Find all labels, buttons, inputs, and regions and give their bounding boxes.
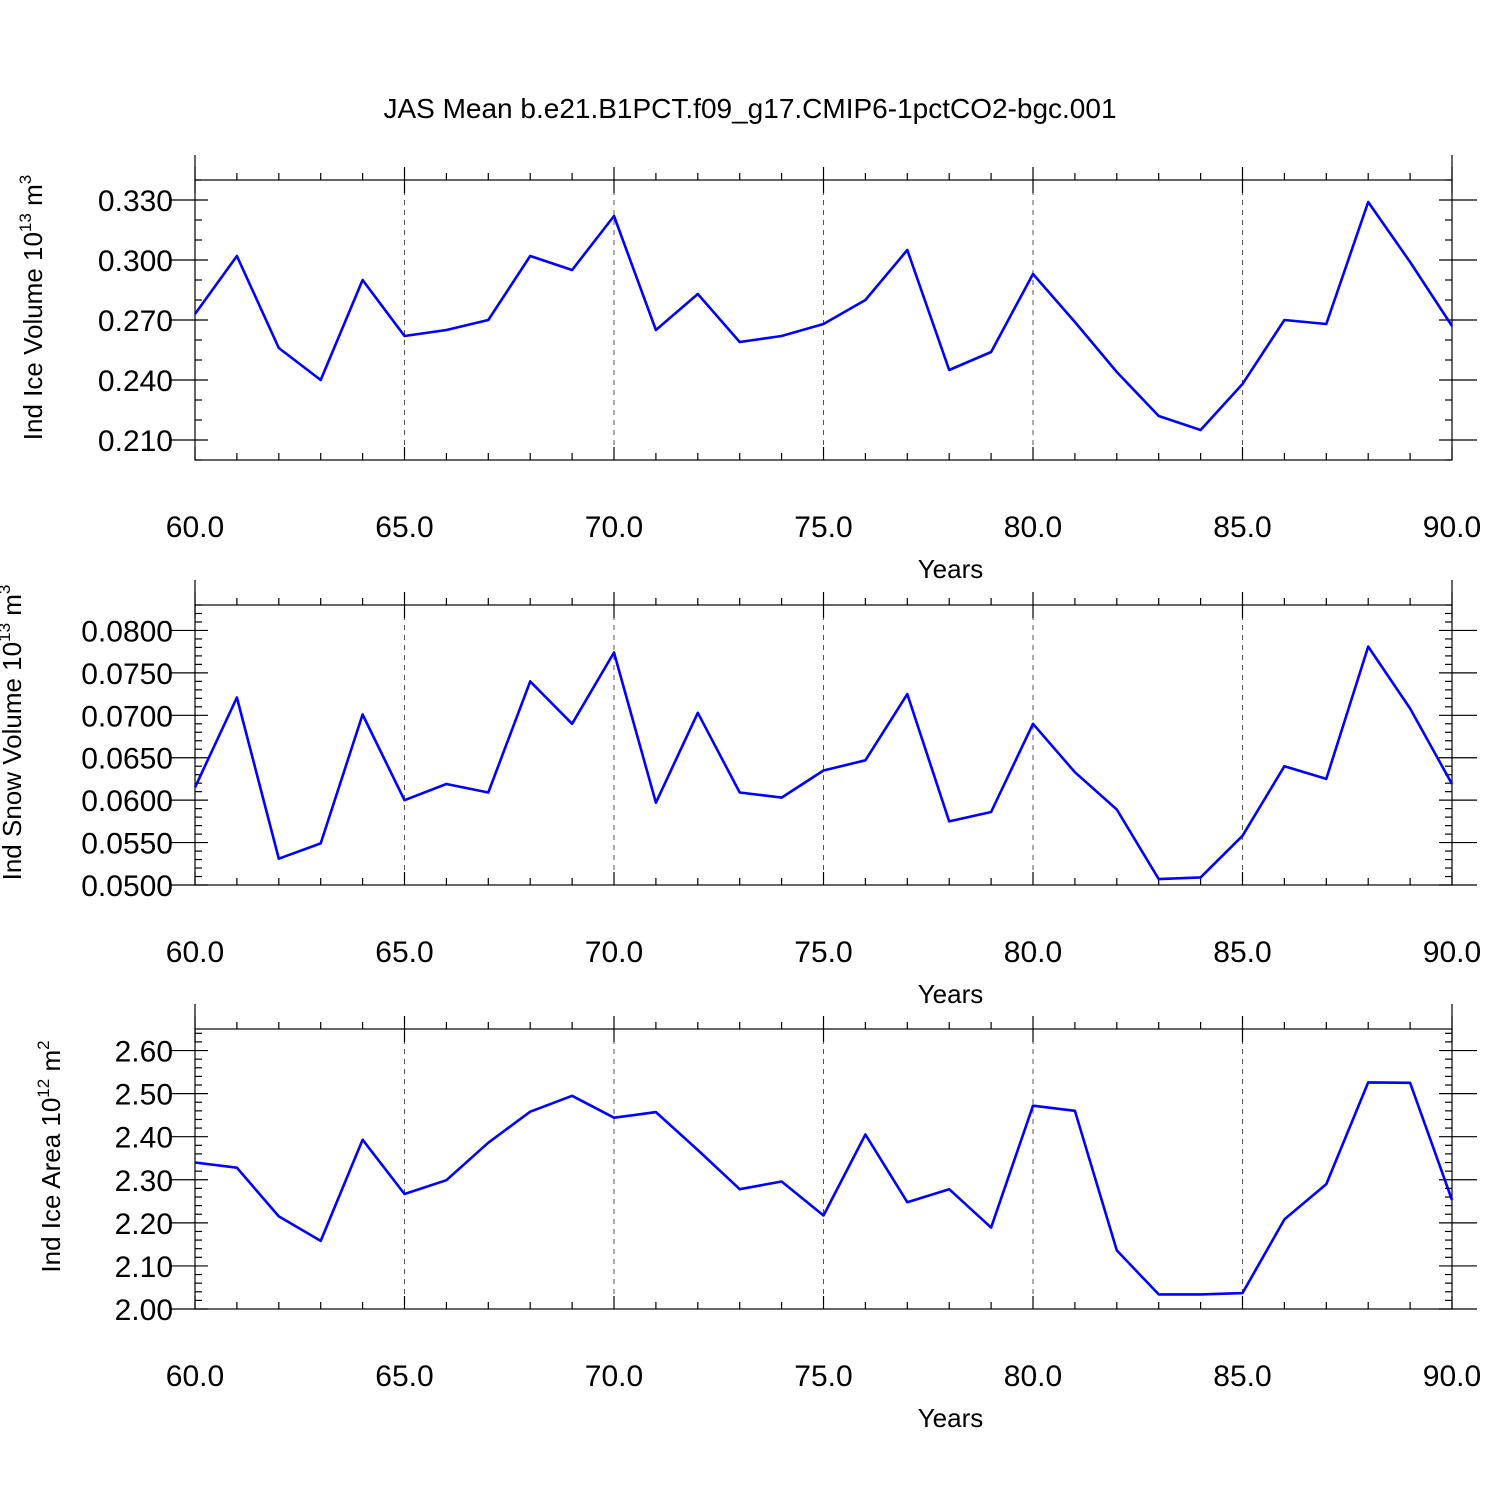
chart-0-xlabel: Years [918, 554, 984, 584]
chart-2-xtick-label-1: 65.0 [375, 1360, 433, 1393]
chart-0-ylabel-text: Ind Ice Volume 10 [18, 232, 48, 440]
chart-1-ytick-label-4: 0.0700 [81, 700, 173, 733]
chart-1-ytick-label-5: 0.0750 [81, 658, 173, 691]
chart-2-ylabel: Ind Ice Area 1012 m2 [34, 1040, 66, 1272]
chart-2-xtick-label-6: 90.0 [1423, 1360, 1481, 1393]
chart-0-ytick-label-0: 0.210 [98, 425, 173, 458]
chart-1-ylabel-unit: m [0, 594, 27, 623]
chart-2-ytick-label-2: 2.20 [115, 1208, 173, 1241]
chart-1-xtick-label-4: 80.0 [1004, 936, 1062, 969]
chart-2-ytick-label-6: 2.60 [115, 1036, 173, 1069]
chart-1-ylabel-unit-exp: 3 [0, 585, 14, 594]
chart-0-xtick-label-2: 70.0 [585, 511, 643, 544]
chart-0-ytick-label-2: 0.270 [98, 305, 173, 338]
panel-snow-volume: 60.0 65.0 70.0 75.0 80.0 85.0 90.0 0.0500 0.0550… [0, 580, 1481, 1009]
chart-0-ylabel-unit-exp: 3 [16, 175, 35, 184]
chart-0-ytick-label-1: 0.240 [98, 365, 173, 398]
chart-0-ylabel-unit: m [18, 184, 48, 213]
chart-2-ytick-label-3: 2.30 [115, 1165, 173, 1198]
chart-1-xtick-label-1: 65.0 [375, 936, 433, 969]
chart-1-ytick-label-6: 0.0800 [81, 615, 173, 648]
chart-1-ytick-label-3: 0.0650 [81, 743, 173, 776]
panel-ice-area: 60.0 65.0 70.0 75.0 80.0 85.0 90.0 2.00 2.10 2.20… [34, 1004, 1481, 1433]
chart-1-ylabel-text: Ind Snow Volume 10 [0, 642, 27, 881]
panel-ice-volume: 60.0 65.0 70.0 75.0 80.0 85.0 90.0 0.210 0.240 0.… [16, 155, 1481, 584]
figure-title: JAS Mean b.e21.B1PCT.f09_g17.CMIP6-1pctC… [383, 93, 1116, 124]
chart-1-xtick-label-5: 85.0 [1213, 936, 1271, 969]
chart-1-ytick-label-2: 0.0600 [81, 785, 173, 818]
chart-1-xtick-label-6: 90.0 [1423, 936, 1481, 969]
chart-2-ylabel-unit: m [36, 1050, 66, 1079]
chart-0-xtick-label-3: 75.0 [794, 511, 852, 544]
chart-0-series-line-0 [193, 200, 1454, 432]
chart-2-ytick-label-5: 2.50 [115, 1079, 173, 1112]
chart-2-xlabel: Years [918, 1403, 984, 1433]
chart-1-xtick-label-2: 70.0 [585, 936, 643, 969]
chart-1-ytick-label-0: 0.0500 [81, 870, 173, 903]
chart-0-ytick-label-4: 0.330 [98, 185, 173, 218]
chart-2-ylabel-exp: 12 [34, 1079, 53, 1098]
chart-2-ylabel-unit-exp: 2 [34, 1040, 53, 1049]
chart-2-ytick-label-4: 2.40 [115, 1122, 173, 1155]
chart-2-ytick-label-1: 2.10 [115, 1251, 173, 1284]
chart-2-xtick-label-4: 80.0 [1004, 1360, 1062, 1393]
chart-2-xtick-label-2: 70.0 [585, 1360, 643, 1393]
chart-2-ytick-label-0: 2.00 [115, 1294, 173, 1327]
chart-1-xtick-label-0: 60.0 [166, 936, 224, 969]
chart-1-xtick-label-3: 75.0 [794, 936, 852, 969]
chart-0-xtick-label-5: 85.0 [1213, 511, 1271, 544]
chart-0-xtick-label-0: 60.0 [166, 511, 224, 544]
chart-0-xtick-label-4: 80.0 [1004, 511, 1062, 544]
chart-1-xlabel: Years [918, 979, 984, 1009]
chart-0-xtick-label-1: 65.0 [375, 511, 433, 544]
chart-2-xtick-label-5: 85.0 [1213, 1360, 1271, 1393]
chart-2-ylabel-text: Ind Ice Area 10 [36, 1098, 66, 1273]
chart-1-ylabel: Ind Snow Volume 1013 m3 [0, 585, 27, 881]
chart-0-xtick-label-6: 90.0 [1423, 511, 1481, 544]
chart-1-ylabel-exp: 13 [0, 623, 14, 642]
chart-2-xtick-label-3: 75.0 [794, 1360, 852, 1393]
chart-2-xtick-label-0: 60.0 [166, 1360, 224, 1393]
chart-0-ylabel: Ind Ice Volume 1013 m3 [16, 175, 48, 440]
chart-1-series-line-0 [193, 645, 1454, 881]
chart-2-series-line-0 [194, 1081, 1454, 1296]
chart-0-ylabel-exp: 13 [16, 213, 35, 232]
chart-0-ytick-label-3: 0.300 [98, 245, 173, 278]
chart-1-ytick-label-1: 0.0550 [81, 828, 173, 861]
